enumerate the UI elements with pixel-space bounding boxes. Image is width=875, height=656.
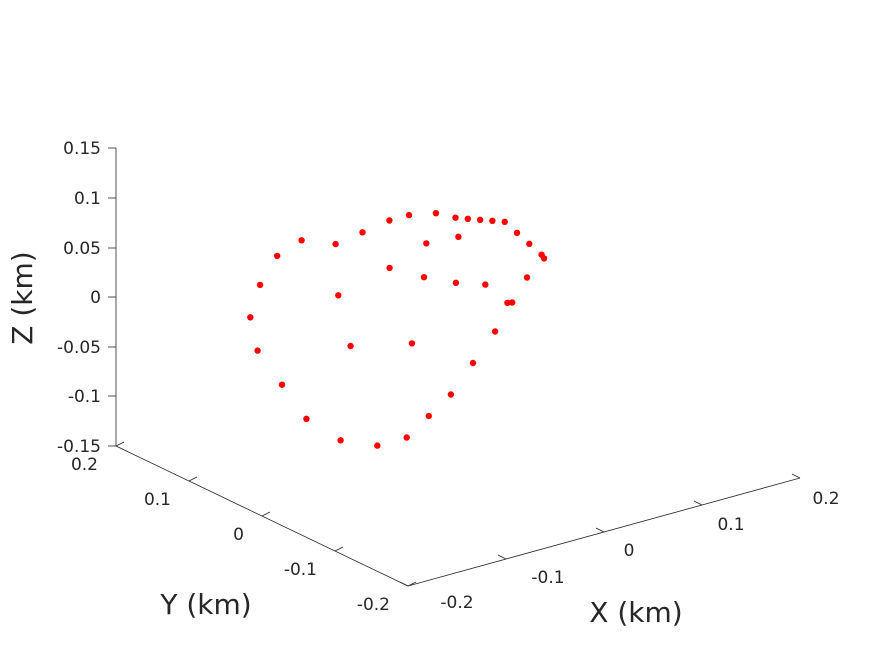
z-tick-label: -0.05: [57, 338, 101, 358]
z-tick-label: -0.1: [68, 387, 101, 407]
data-point: [425, 412, 432, 420]
data-point: [405, 211, 413, 219]
y-tick-label: 0: [233, 525, 244, 545]
data-point: [359, 229, 366, 236]
x-tick-mark: [791, 473, 801, 479]
z-axis-label: Z (km): [6, 251, 39, 344]
data-point: [374, 442, 381, 449]
x-axis-label: X (km): [589, 596, 682, 629]
z-tick-label: 0.05: [63, 239, 101, 259]
data-point: [247, 314, 254, 321]
x-tick-label: -0.2: [440, 593, 473, 613]
data-point: [403, 434, 410, 441]
data-point: [501, 218, 508, 225]
data-point: [256, 281, 264, 289]
data-point: [491, 328, 499, 335]
y-tick-label: 0.2: [71, 455, 98, 475]
data-point: [408, 340, 416, 347]
y-tick-mark: [261, 511, 271, 517]
x-tick-label: 0.2: [812, 489, 839, 509]
data-point: [504, 299, 511, 306]
x-tick-label: -0.1: [531, 568, 564, 588]
data-point: [386, 264, 393, 272]
data-point: [469, 359, 477, 367]
data-point: [489, 217, 496, 224]
z-tick-label: 0.1: [74, 189, 101, 209]
data-point: [303, 415, 310, 422]
y-tick-mark: [115, 441, 125, 447]
x-tick-label: 0: [624, 541, 635, 561]
x-tick-mark: [595, 527, 605, 533]
y-axis-label: Y (km): [159, 588, 251, 621]
data-point: [455, 233, 462, 240]
data-point: [420, 274, 428, 281]
x-tick-mark: [693, 500, 703, 506]
data-point: [298, 237, 305, 244]
data-point: [509, 299, 516, 306]
data-point: [540, 255, 548, 262]
y-tick-mark: [188, 476, 198, 482]
x-tick-label: 0.1: [717, 515, 744, 535]
data-point: [523, 274, 531, 281]
data-point: [386, 217, 393, 224]
y-axis-ticks: 0.2 0.1 0 -0.1 -0.2: [71, 441, 417, 615]
data-point: [274, 252, 281, 260]
z-tick-label: -0.15: [57, 437, 101, 457]
data-point: [452, 214, 459, 221]
data-point: [432, 210, 440, 217]
data-point: [464, 215, 471, 222]
data-point: [347, 342, 354, 350]
data-point: [423, 240, 430, 247]
z-tick-label: 0: [90, 288, 101, 308]
data-point: [452, 279, 460, 286]
data-point: [513, 229, 521, 236]
x-axis-ticks: -0.2 -0.1 0 0.1 0.2: [399, 473, 840, 613]
x-tick-mark: [497, 554, 507, 560]
y-tick-mark: [407, 581, 417, 587]
data-point: [254, 347, 261, 354]
y-tick-label: -0.2: [357, 595, 390, 615]
y-tick-label: 0.1: [144, 490, 171, 510]
data-points: [247, 210, 548, 449]
data-point: [526, 240, 533, 247]
data-point: [482, 281, 489, 288]
x-tick-mark: [399, 581, 409, 587]
y-tick-mark: [334, 546, 344, 552]
data-point: [332, 240, 339, 248]
z-tick-label: 0.15: [63, 139, 101, 159]
data-point: [335, 292, 342, 299]
data-point: [337, 437, 344, 444]
z-axis-ticks: 0.15 0.1 0.05 0 -0.05 -0.1 -0.15: [57, 139, 116, 457]
data-point: [476, 216, 484, 223]
data-point: [447, 391, 455, 398]
y-tick-label: -0.1: [284, 560, 317, 580]
data-point: [278, 381, 286, 388]
